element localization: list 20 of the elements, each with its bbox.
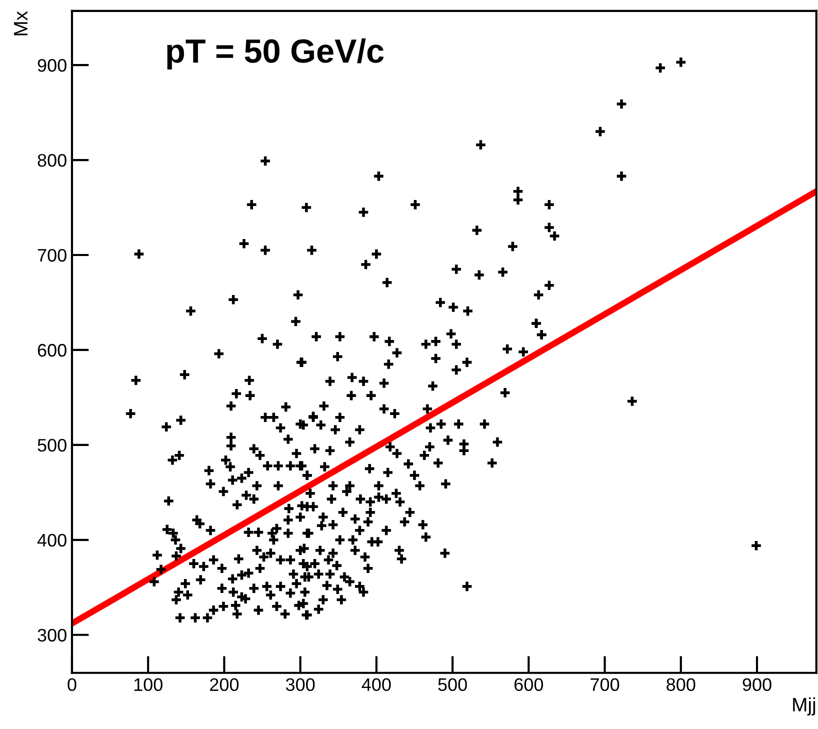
y-tick-label: 400 [37, 534, 66, 547]
y-tick-label: 300 [38, 628, 66, 642]
y-axis-title: Mx [14, 11, 28, 36]
x-tick-label: 200 [210, 678, 239, 691]
y-tick-label: 900 [38, 59, 66, 72]
x-tick-label: 800 [666, 678, 696, 691]
x-tick-label: 700 [590, 678, 620, 691]
x-tick-label: 600 [514, 678, 544, 691]
x-tick-label: 900 [742, 678, 772, 691]
x-axis-title: Mjj [793, 697, 816, 716]
y-tick-label: 800 [38, 154, 66, 167]
y-tick-label: 600 [38, 344, 66, 357]
annotation: pT = 50 GeV/c [167, 38, 384, 70]
x-tick-label: 500 [438, 678, 467, 691]
y-tick-label: 700 [38, 248, 66, 262]
y-tick-label: 500 [38, 438, 66, 452]
x-tick-label: 0 [68, 678, 76, 691]
x-tick-label: 400 [362, 678, 391, 691]
x-tick-label: 100 [134, 678, 162, 691]
x-tick-label: 300 [286, 678, 315, 691]
